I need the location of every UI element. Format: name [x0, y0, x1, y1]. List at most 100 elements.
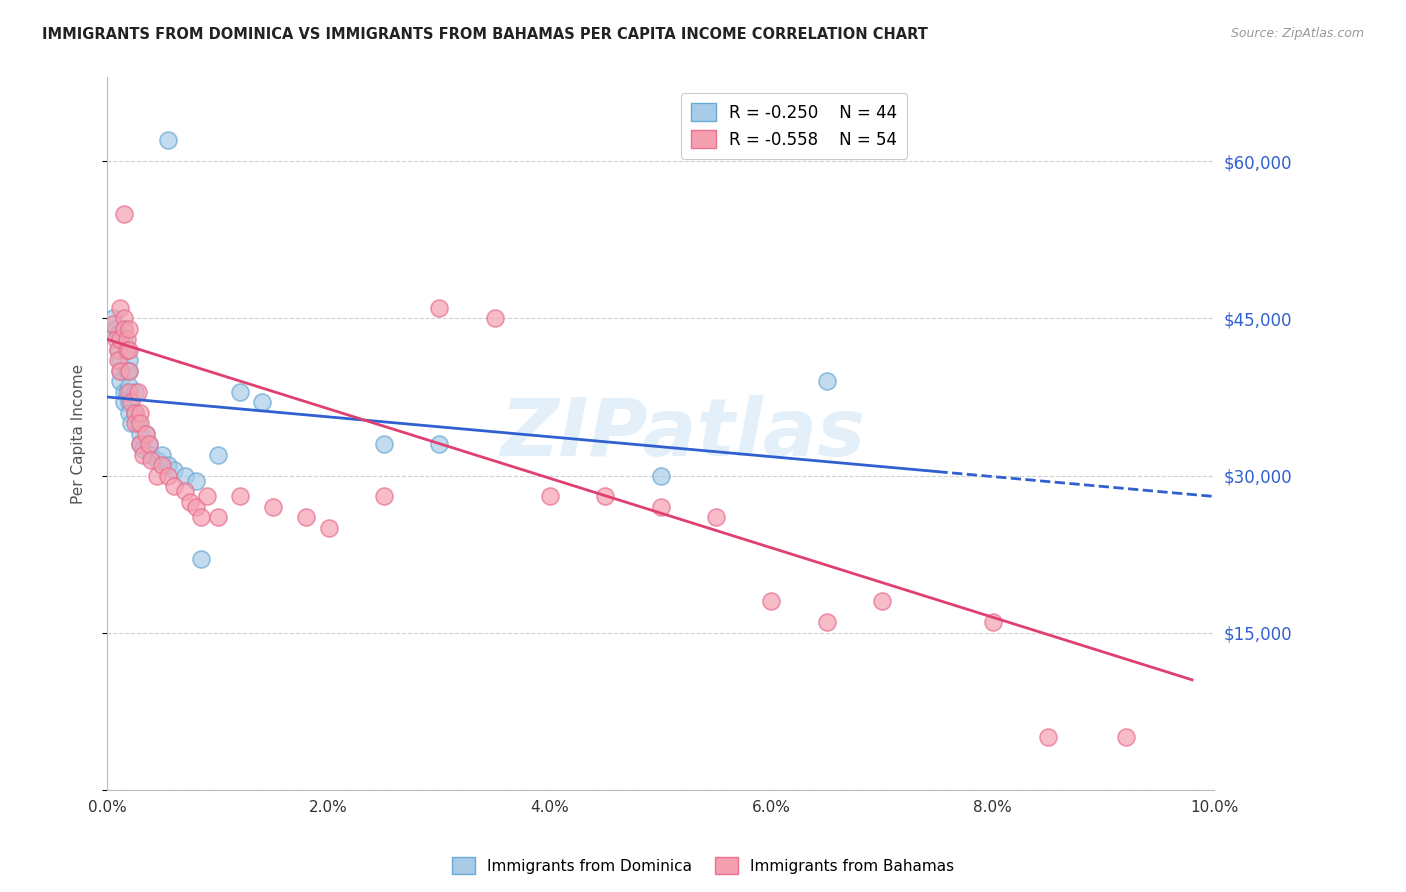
Point [127, 384, 149, 399]
Point [195, 490, 218, 504]
Point [173, 484, 195, 499]
Point [118, 364, 141, 378]
Point [815, 374, 838, 388]
Point [146, 468, 169, 483]
Point [118, 379, 141, 393]
Point [135, 426, 157, 441]
Point [146, 453, 169, 467]
Point [104, 322, 127, 336]
Point [118, 343, 141, 357]
Point [120, 395, 142, 409]
Point [129, 426, 152, 441]
Point [318, 521, 340, 535]
Point [129, 416, 152, 430]
Point [262, 500, 284, 514]
Point [207, 448, 229, 462]
Point [650, 468, 672, 483]
Point [190, 552, 212, 566]
Point [115, 332, 138, 346]
Point [156, 133, 179, 147]
Point [107, 327, 129, 342]
Point [162, 463, 184, 477]
Point [595, 490, 617, 504]
Point [1115, 731, 1137, 745]
Point [427, 437, 450, 451]
Point [118, 364, 141, 378]
Point [112, 206, 135, 220]
Point [124, 406, 146, 420]
Point [131, 442, 153, 457]
Point [112, 384, 135, 399]
Point [152, 448, 174, 462]
Point [115, 343, 138, 357]
Point [124, 406, 146, 420]
Point [115, 384, 138, 399]
Point [207, 510, 229, 524]
Point [115, 343, 138, 357]
Point [295, 510, 318, 524]
Point [229, 384, 252, 399]
Point [184, 474, 207, 488]
Point [152, 458, 174, 472]
Point [110, 353, 132, 368]
Point [127, 416, 149, 430]
Point [1036, 731, 1059, 745]
Point [110, 332, 132, 346]
Point [427, 301, 450, 315]
Text: Source: ZipAtlas.com: Source: ZipAtlas.com [1230, 27, 1364, 40]
Y-axis label: Per Capita Income: Per Capita Income [72, 364, 86, 504]
Point [124, 416, 146, 430]
Point [101, 317, 124, 331]
Point [118, 395, 141, 409]
Point [112, 332, 135, 346]
Point [107, 343, 129, 357]
Point [138, 437, 160, 451]
Point [101, 311, 124, 326]
Point [650, 500, 672, 514]
Point [118, 322, 141, 336]
Point [129, 437, 152, 451]
Text: IMMIGRANTS FROM DOMINICA VS IMMIGRANTS FROM BAHAMAS PER CAPITA INCOME CORRELATIO: IMMIGRANTS FROM DOMINICA VS IMMIGRANTS F… [42, 27, 928, 42]
Point [118, 384, 141, 399]
Point [107, 353, 129, 368]
Point [129, 437, 152, 451]
Point [184, 500, 207, 514]
Point [162, 479, 184, 493]
Point [135, 426, 157, 441]
Point [131, 448, 153, 462]
Point [112, 322, 135, 336]
Point [156, 458, 179, 472]
Point [141, 448, 163, 462]
Text: ZIPatlas: ZIPatlas [501, 394, 865, 473]
Point [110, 364, 132, 378]
Legend: Immigrants from Dominica, Immigrants from Bahamas: Immigrants from Dominica, Immigrants fro… [446, 851, 960, 880]
Point [173, 468, 195, 483]
Point [538, 490, 561, 504]
Point [870, 594, 893, 608]
Point [120, 416, 142, 430]
Point [981, 615, 1004, 630]
Point [141, 453, 163, 467]
Point [118, 406, 141, 420]
Point [115, 364, 138, 378]
Point [104, 332, 127, 346]
Point [110, 301, 132, 315]
Point [112, 395, 135, 409]
Point [179, 494, 201, 508]
Point [190, 510, 212, 524]
Point [112, 322, 135, 336]
Point [124, 384, 146, 399]
Point [484, 311, 506, 326]
Point [229, 490, 252, 504]
Point [373, 437, 395, 451]
Legend: R = -0.250    N = 44, R = -0.558    N = 54: R = -0.250 N = 44, R = -0.558 N = 54 [681, 93, 907, 159]
Point [156, 468, 179, 483]
Point [250, 395, 273, 409]
Point [107, 343, 129, 357]
Point [110, 374, 132, 388]
Point [704, 510, 727, 524]
Point [118, 353, 141, 368]
Point [112, 311, 135, 326]
Point [373, 490, 395, 504]
Point [129, 406, 152, 420]
